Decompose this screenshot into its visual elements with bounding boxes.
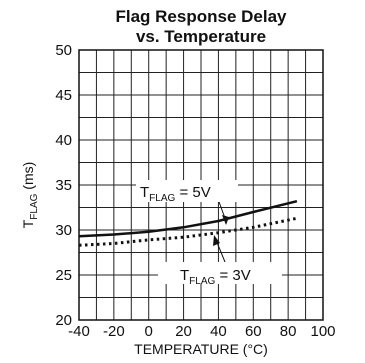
annotation-3v-arrowhead [213,235,220,246]
annotation-5v: TFLAG = 5V [136,180,238,225]
annotation-5v-label: TFLAG = 5V [140,184,211,204]
y-axis-label: TFLAG (ms) [20,162,40,229]
x-tick-label: 100 [310,323,335,340]
x-tick-label: -40 [68,323,90,340]
annotation-3v-bg [158,262,282,284]
x-tick-label: 40 [210,323,227,340]
series-line-1 [78,216,298,247]
y-axis-label-unit: (ms) [20,162,36,190]
x-axis-label: TEMPERATURE (°C) [134,341,268,357]
y-tick-label: 50 [55,42,72,59]
y-axis-label-sub: FLAG [29,193,40,219]
y-tick-label: 20 [55,312,72,329]
x-tick-label: 0 [145,323,153,340]
tick-labels: -40 -20 0 20 40 60 80 100 20 25 30 35 40 45 50 [55,42,335,340]
y-tick-label: 25 [55,267,72,284]
series-line-0 [78,199,298,238]
y-tick-label: 45 [55,87,72,104]
chart-title-line-2: vs. Temperature [136,27,266,46]
x-tick-label: 80 [280,323,297,340]
y-tick-label: 35 [55,177,72,194]
series-group [78,199,298,247]
y-axis-label-main: T [20,219,36,228]
annotation-3v-label: TFLAG = 3V [180,267,251,287]
x-tick-label: 60 [245,323,262,340]
y-tick-label: 30 [55,222,72,239]
annotation-5v-bg [136,180,238,202]
annotation-5v-arrowhead [222,215,229,225]
annotation-3v: TFLAG = 3V [158,235,282,287]
plot-frame [78,49,324,321]
y-tick-label: 40 [55,132,72,149]
chart-title-line-1: Flag Response Delay [115,7,287,26]
x-tick-label: 20 [175,323,192,340]
x-tick-label: -20 [103,323,125,340]
